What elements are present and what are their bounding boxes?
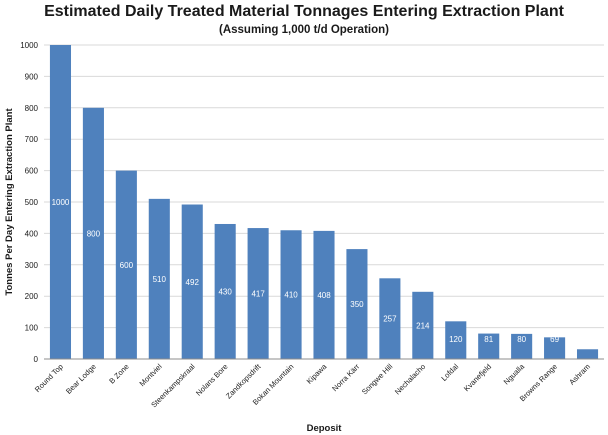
data-label: 492 xyxy=(186,278,200,287)
y-tick-label: 400 xyxy=(25,229,39,238)
x-tick-label: Norra Kärr xyxy=(330,362,361,393)
x-axis-title: Deposit xyxy=(307,423,343,434)
bar xyxy=(346,249,368,359)
x-tick-label: Kvanefjeld xyxy=(462,362,493,393)
bar xyxy=(412,291,434,359)
bar xyxy=(544,337,566,359)
bar xyxy=(82,107,104,359)
bar xyxy=(247,228,269,359)
data-label: 800 xyxy=(87,229,101,238)
y-tick-label: 800 xyxy=(25,104,39,113)
data-label: 81 xyxy=(484,335,493,344)
bars xyxy=(49,45,599,359)
bar xyxy=(214,223,236,359)
y-tick-label: 0 xyxy=(34,355,39,364)
bar xyxy=(148,198,170,359)
y-tick-label: 200 xyxy=(25,292,39,301)
y-tick-label: 600 xyxy=(25,167,39,176)
data-label: 257 xyxy=(383,315,397,324)
data-label: 430 xyxy=(218,287,232,296)
data-label: 600 xyxy=(120,261,134,270)
x-tick-label: B Zone xyxy=(107,362,130,385)
data-label: 417 xyxy=(251,290,265,299)
y-tick-label: 900 xyxy=(25,72,39,81)
data-label: 410 xyxy=(284,291,298,300)
data-labels: 1000 800 600 510 492 430 417 410 408 350 257 214 120… xyxy=(52,198,593,344)
bar xyxy=(576,349,599,359)
x-tick-label: Bear Lodge xyxy=(64,362,98,396)
y-axis-ticks: 0 100 200 300 400 500 600 700 800 900 1000 xyxy=(20,41,38,364)
y-tick-label: 500 xyxy=(25,198,39,207)
x-tick-label: Nechalacho xyxy=(393,362,427,396)
data-label: 408 xyxy=(317,291,331,300)
bar xyxy=(313,230,335,359)
y-tick-label: 1000 xyxy=(20,41,38,50)
y-tick-label: 300 xyxy=(25,261,39,270)
bar xyxy=(445,321,467,359)
bar xyxy=(379,278,401,359)
bar xyxy=(478,333,500,359)
data-label: 31 xyxy=(583,335,592,344)
bar xyxy=(181,204,203,359)
x-tick-label: Kipawa xyxy=(305,361,329,385)
x-tick-label: Lofdal xyxy=(439,362,460,383)
data-label: 80 xyxy=(517,335,526,344)
y-axis-title: Tonnes Per Day Entering Extraction Plant xyxy=(4,108,15,296)
bar xyxy=(115,170,137,359)
data-label: 69 xyxy=(550,335,559,344)
data-label: 350 xyxy=(350,300,364,309)
y-tick-label: 100 xyxy=(25,324,39,333)
x-tick-label: Ngualla xyxy=(502,361,527,386)
bar xyxy=(49,45,72,359)
x-tick-label: Round Top xyxy=(33,362,65,394)
x-tick-label: Songwe Hill xyxy=(360,362,395,397)
x-axis-categories: Round Top Bear Lodge B Zone MontvielSteenka… xyxy=(33,361,592,409)
x-tick-label: Montviel xyxy=(138,362,164,388)
data-label: 120 xyxy=(449,335,463,344)
data-label: 1000 xyxy=(52,198,70,207)
chart-title: Estimated Daily Treated Material Tonnage… xyxy=(44,3,565,20)
data-label: 214 xyxy=(416,321,430,330)
data-label: 510 xyxy=(153,275,167,284)
x-tick-label: Ashram xyxy=(567,362,592,387)
y-tick-label: 700 xyxy=(25,135,39,144)
x-tick-label: Nolans Bore xyxy=(194,362,230,398)
bar xyxy=(280,230,302,359)
chart-subtitle: (Assuming 1,000 t/d Operation) xyxy=(219,24,389,36)
bar xyxy=(511,333,533,359)
